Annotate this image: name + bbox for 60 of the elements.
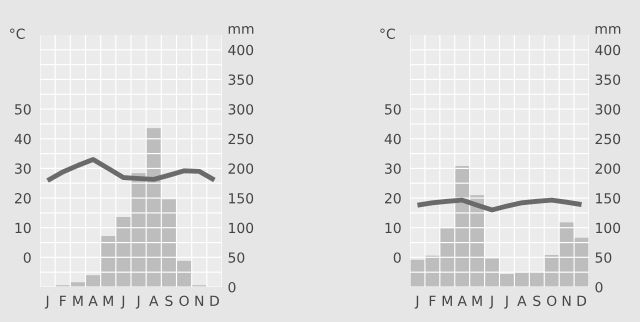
x-tick-label: J [136,296,140,309]
x-tick-label: M [442,296,452,306]
x-tick-label: S [165,296,173,306]
x-tick-label: S [533,296,540,306]
y-tick-label: 30 [385,163,401,174]
y2-tick-label: 250 [596,134,620,144]
y2-tick-label: 300 [596,104,620,115]
x-tick-label: N [195,296,204,306]
y2-tick-label: 300 [228,104,254,115]
x-tick-label: J [44,296,48,309]
y2-tick-label: 50 [228,252,244,263]
x-tick-label: M [472,296,482,306]
y2-axis-title: mm [228,26,254,34]
y-axis-title: °C [10,28,25,40]
x-tick-label: D [210,296,219,306]
y2-axis-title: mm [596,26,620,34]
y-tick-label: 30 [15,163,31,174]
line-series [415,198,584,212]
y-tick-label: 0 [394,252,401,263]
y2-tick-label: 100 [229,222,254,234]
line-series [45,157,217,183]
y-tick-label: 20 [385,193,401,204]
y-tick-label: 10 [386,222,401,234]
x-tick-label: M [104,296,113,306]
y-tick-label: 40 [384,134,401,144]
x-tick-label: O [547,296,556,306]
x-tick-label: A [458,296,467,306]
y2-tick-label: 0 [228,282,236,292]
y2-tick-label: 250 [228,134,254,144]
x-tick-label: A [517,296,527,306]
y2-tick-label: 200 [596,163,620,174]
x-tick-label: J [489,296,493,309]
x-tick-label: F [60,296,66,306]
y2-tick-label: 400 [228,44,254,56]
y-axis-title: °C [380,28,395,40]
y2-tick-label: 200 [228,163,254,174]
x-tick-label: D [578,296,586,306]
y2-tick-label: 350 [228,74,254,85]
x-tick-label: F [430,296,436,306]
x-tick-label: J [414,296,418,309]
y-tick-label: 40 [14,134,31,144]
y-tick-label: 50 [15,104,31,115]
x-tick-label: N [562,296,570,306]
x-tick-label: J [504,296,508,309]
y-tick-label: 50 [385,104,401,115]
y2-tick-label: 150 [229,193,254,204]
x-tick-label: J [120,296,124,309]
y2-tick-label: 100 [596,222,620,234]
y2-tick-label: 150 [596,193,620,204]
x-tick-label: A [149,296,158,306]
y2-tick-label: 350 [596,74,620,85]
y-tick-label: 20 [15,193,31,204]
x-tick-label: O [179,296,189,306]
y-tick-label: 10 [16,222,31,234]
y2-tick-label: 50 [596,252,612,263]
y-tick-label: 0 [24,252,31,263]
y2-tick-label: 0 [595,282,602,292]
y2-tick-label: 400 [595,44,620,56]
x-tick-label: A [88,296,98,306]
x-tick-label: M [73,296,83,306]
